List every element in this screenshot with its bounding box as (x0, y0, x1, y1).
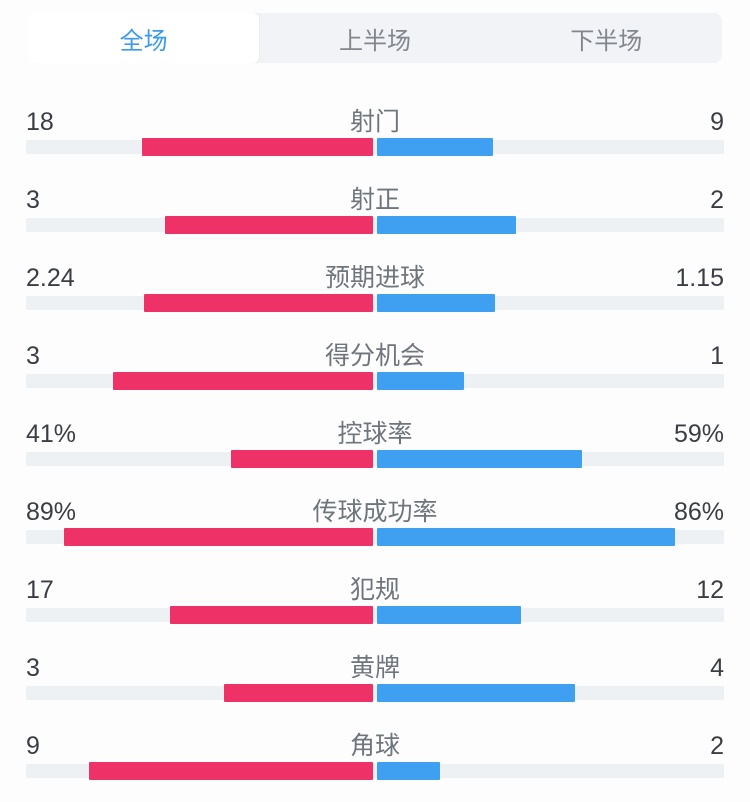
home-value: 3 (26, 654, 40, 682)
stat-label: 角球 (349, 732, 400, 760)
stat-label: 得分机会 (324, 342, 425, 370)
away-bar (377, 684, 576, 702)
stat-row-header: 3 射正 2 (26, 180, 724, 214)
stats-list: 18 射门 9 3 射正 2 2.24 预期进球 (0, 63, 750, 780)
home-bar (143, 294, 373, 312)
away-bar (377, 138, 493, 156)
away-bar (377, 606, 521, 624)
stat-label: 黄牌 (349, 654, 400, 682)
away-value: 4 (710, 654, 724, 682)
stat-row: 9 角球 2 (26, 726, 724, 780)
home-bar (64, 528, 373, 546)
away-bar (377, 762, 441, 780)
stat-bar-track (26, 372, 724, 390)
tab-full-match[interactable]: 全场 (28, 13, 260, 63)
stat-row: 3 黄牌 4 (26, 648, 724, 702)
stat-bar-track (26, 528, 724, 546)
away-value: 1 (710, 342, 724, 370)
away-value: 2 (710, 732, 724, 760)
away-value: 59% (673, 420, 724, 448)
away-bar (377, 294, 495, 312)
stat-row-header: 9 角球 2 (26, 726, 724, 760)
home-bar (164, 216, 373, 234)
away-value: 2 (710, 186, 724, 214)
stat-bar-track (26, 762, 724, 780)
stat-row-header: 18 射门 9 (26, 102, 724, 136)
home-value: 18 (26, 108, 54, 136)
away-bar (377, 216, 516, 234)
home-value: 17 (26, 576, 54, 604)
match-stats-panel: 全场 上半场 下半场 18 射门 9 3 射正 2 (0, 13, 750, 802)
away-value: 9 (710, 108, 724, 136)
stat-row: 89% 传球成功率 86% (26, 492, 724, 546)
stat-label: 控球率 (337, 420, 413, 448)
stat-row-header: 2.24 预期进球 1.15 (26, 258, 724, 292)
stat-row: 41% 控球率 59% (26, 414, 724, 468)
stat-row-header: 3 得分机会 1 (26, 336, 724, 370)
stat-row: 17 犯规 12 (26, 570, 724, 624)
home-bar (230, 450, 373, 468)
stat-label: 射门 (349, 108, 400, 136)
away-bar (377, 528, 676, 546)
stat-label: 射正 (349, 186, 400, 214)
stat-bar-track (26, 138, 724, 156)
home-bar (112, 372, 373, 390)
stat-bar-track (26, 294, 724, 312)
stat-bar-track (26, 216, 724, 234)
home-bar (224, 684, 373, 702)
stat-bar-track (26, 606, 724, 624)
stat-bar-track (26, 450, 724, 468)
stat-row: 2.24 预期进球 1.15 (26, 258, 724, 312)
home-bar (141, 138, 373, 156)
stat-bar-track (26, 684, 724, 702)
away-bar (377, 372, 464, 390)
home-value: 41% (26, 420, 77, 448)
home-value: 9 (26, 732, 40, 760)
away-value: 86% (673, 498, 724, 526)
home-value: 3 (26, 186, 40, 214)
home-value: 3 (26, 342, 40, 370)
stat-row: 3 得分机会 1 (26, 336, 724, 390)
away-value: 12 (696, 576, 724, 604)
stat-row-header: 89% 传球成功率 86% (26, 492, 724, 526)
stat-row: 18 射门 9 (26, 102, 724, 156)
tab-first-half[interactable]: 上半场 (338, 27, 411, 55)
stat-row-header: 41% 控球率 59% (26, 414, 724, 448)
home-value: 89% (26, 498, 77, 526)
stat-label: 预期进球 (324, 264, 425, 292)
tab-second-half[interactable]: 下半场 (570, 27, 643, 55)
period-tabs: 全场 上半场 下半场 (28, 13, 722, 63)
home-bar (169, 606, 373, 624)
stat-row-header: 17 犯规 12 (26, 570, 724, 604)
home-bar (89, 762, 373, 780)
stat-row: 3 射正 2 (26, 180, 724, 234)
stat-label: 传球成功率 (312, 498, 438, 526)
stat-row-header: 3 黄牌 4 (26, 648, 724, 682)
home-value: 2.24 (26, 264, 75, 292)
away-bar (377, 450, 582, 468)
stat-label: 犯规 (349, 576, 400, 604)
away-value: 1.15 (675, 264, 724, 292)
